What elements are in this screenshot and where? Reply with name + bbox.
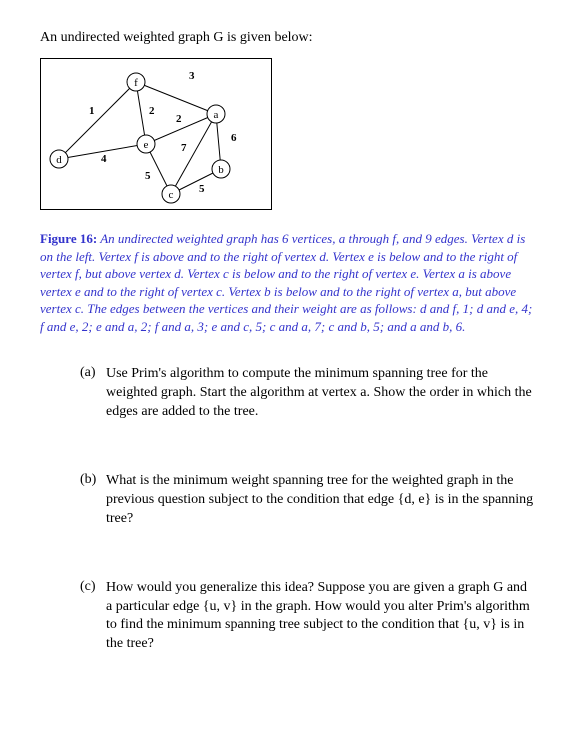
svg-text:b: b: [218, 164, 224, 176]
question-a: (a) Use Prim's algorithm to compute the …: [80, 365, 534, 422]
svg-text:c: c: [169, 189, 174, 201]
svg-text:5: 5: [145, 170, 151, 182]
svg-text:2: 2: [149, 105, 155, 117]
intro-text: An undirected weighted graph G is given …: [40, 30, 534, 46]
svg-text:6: 6: [231, 132, 237, 144]
question-mark: (a): [80, 365, 106, 422]
figure-label: Figure 16:: [40, 231, 97, 246]
svg-text:f: f: [134, 77, 138, 89]
svg-text:2: 2: [176, 113, 182, 125]
question-mark: (b): [80, 472, 106, 529]
svg-text:a: a: [214, 109, 219, 121]
questions-list: (a) Use Prim's algorithm to compute the …: [40, 365, 534, 654]
svg-text:7: 7: [181, 142, 187, 154]
svg-text:e: e: [144, 139, 149, 151]
question-mark: (c): [80, 579, 106, 655]
svg-text:d: d: [56, 154, 62, 166]
graph-svg: 1 4 2 2 3 5 7 5 6 d f e c a b: [41, 59, 271, 209]
question-b: (b) What is the minimum weight spanning …: [80, 472, 534, 529]
graph-figure: 1 4 2 2 3 5 7 5 6 d f e c a b: [40, 58, 272, 210]
question-text: Use Prim's algorithm to compute the mini…: [106, 365, 534, 422]
question-text: What is the minimum weight spanning tree…: [106, 472, 534, 529]
question-c: (c) How would you generalize this idea? …: [80, 579, 534, 655]
figure-caption-text: An undirected weighted graph has 6 verti…: [40, 231, 532, 334]
question-text: How would you generalize this idea? Supp…: [106, 579, 534, 655]
svg-text:4: 4: [101, 153, 107, 165]
figure-caption: Figure 16: An undirected weighted graph …: [40, 230, 534, 335]
svg-text:3: 3: [189, 70, 195, 82]
svg-text:5: 5: [199, 183, 205, 195]
svg-text:1: 1: [89, 105, 95, 117]
